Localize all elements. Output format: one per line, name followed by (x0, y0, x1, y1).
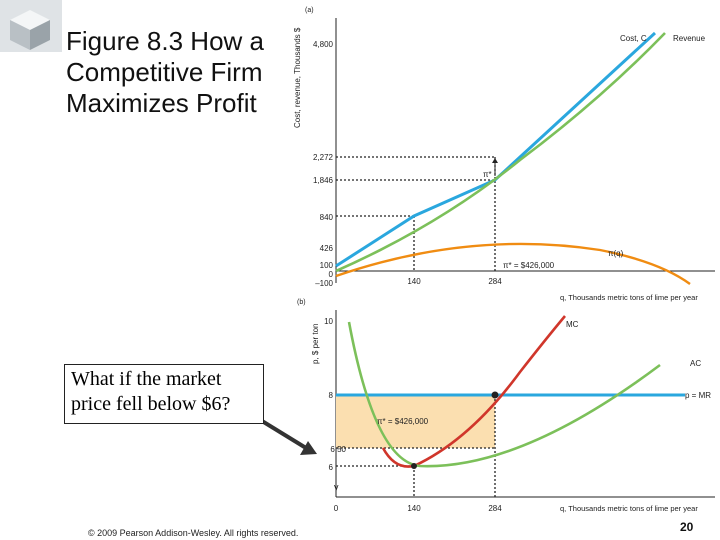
cost-curve (335, 31, 657, 268)
series-label-mc: MC (566, 320, 579, 329)
annotation-profit-area: π* = $426,000 (377, 417, 429, 426)
y-tick-label: 8 (329, 391, 334, 400)
question-box: What if the market price fell below $6? (64, 364, 264, 424)
decorative-cube-image (0, 0, 62, 52)
x-tick-label: 140 (407, 277, 421, 286)
y-tick-label: 1,846 (313, 176, 334, 185)
series-label-cost: Cost, C (620, 34, 647, 43)
y-tick-label: 2,272 (313, 153, 334, 162)
question-arrowhead (300, 441, 317, 455)
x-tick-label: 0 (334, 504, 339, 513)
equilibrium-point (491, 391, 499, 399)
panel-a-label: (a) (305, 7, 314, 14)
panel-b-yticks: 10 8 6.50 6 (324, 317, 346, 472)
panel-a-ylabel: Cost, revenue, Thousands $ (293, 27, 302, 128)
panel-b-ylabel: p, $ per ton (311, 324, 320, 364)
series-label-profit: π(q) (608, 249, 624, 258)
y-tick-label: 0 (329, 270, 334, 279)
y-tick-label: 6.50 (330, 445, 346, 454)
x-tick-label: 284 (488, 277, 502, 286)
y-tick-label: 100 (320, 261, 334, 270)
slide-number: 20 (680, 520, 694, 534)
question-arrow (260, 419, 308, 450)
slide-title: Figure 8.3 How a Competitive Firm Maximi… (66, 26, 264, 118)
pi-star-arrowhead (492, 158, 498, 163)
y-tick-label: 6 (329, 463, 334, 472)
q-axis-glyph: γ (334, 482, 339, 492)
y-tick-label: 426 (320, 244, 334, 253)
y-tick-label: 10 (324, 317, 333, 326)
ac-min-point (411, 463, 417, 469)
panel-a-dotted-guides (336, 156, 496, 271)
y-tick-label: 4,800 (313, 40, 334, 49)
x-tick-label: 140 (407, 504, 421, 513)
series-label-revenue: Revenue (673, 34, 706, 43)
x-tick-label: 284 (488, 504, 502, 513)
panel-b-xlabel: q, Thousands metric tons of lime per yea… (560, 504, 698, 513)
annotation-pi-star-value: π* = $426,000 (503, 261, 555, 270)
y-tick-label: –100 (315, 279, 333, 288)
panel-a-yticks: 4,800 2,272 1,846 840 426 100 0 –100 (313, 40, 334, 288)
revenue-curve (335, 32, 666, 273)
profit-curve (335, 242, 691, 285)
y-tick-label: 840 (320, 213, 334, 222)
panel-b-label: (b) (297, 299, 306, 306)
mc-curve (381, 315, 566, 468)
ac-curve (347, 321, 661, 468)
copyright: © 2009 Pearson Addison-Wesley. All right… (88, 528, 299, 538)
annotation-pi-star: π* (483, 170, 492, 179)
series-label-ac: AC (690, 359, 701, 368)
panel-a-axes (335, 18, 715, 283)
series-label-price: p = MR (685, 391, 711, 400)
panel-a-xlabel: q, Thousands metric tons of lime per yea… (560, 293, 698, 302)
profit-area (336, 395, 495, 448)
